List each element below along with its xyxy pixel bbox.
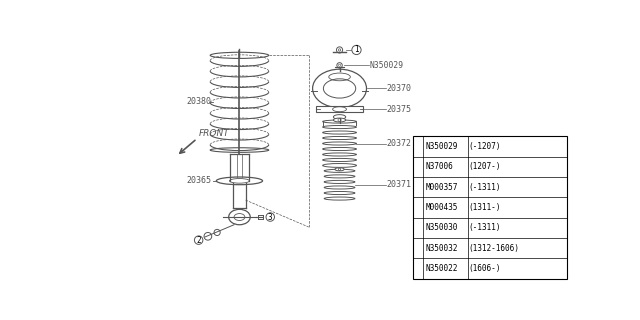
Text: (1312-1606): (1312-1606): [468, 244, 519, 252]
Circle shape: [266, 213, 275, 221]
Text: N350029: N350029: [426, 142, 458, 151]
Ellipse shape: [323, 125, 356, 129]
Ellipse shape: [323, 131, 356, 134]
Circle shape: [337, 63, 342, 68]
Ellipse shape: [228, 209, 250, 225]
Ellipse shape: [333, 115, 346, 119]
Circle shape: [414, 244, 422, 252]
Ellipse shape: [324, 186, 355, 189]
Ellipse shape: [312, 69, 367, 108]
Text: (-1311): (-1311): [468, 183, 500, 192]
Text: A211001157: A211001157: [522, 272, 568, 281]
Ellipse shape: [333, 118, 346, 122]
Text: 20380: 20380: [186, 97, 211, 106]
Circle shape: [195, 236, 203, 244]
Circle shape: [204, 232, 212, 240]
Ellipse shape: [324, 180, 355, 183]
Text: 1: 1: [416, 143, 420, 149]
Circle shape: [414, 142, 422, 150]
Text: (-1311): (-1311): [468, 223, 500, 232]
Ellipse shape: [323, 142, 356, 145]
Ellipse shape: [323, 136, 356, 140]
Text: FRONT: FRONT: [198, 129, 229, 138]
Text: 3: 3: [416, 245, 420, 251]
Text: N350030: N350030: [426, 223, 458, 232]
Text: (1207-): (1207-): [468, 162, 500, 171]
Bar: [316, 106, 363, 112]
Circle shape: [414, 183, 422, 191]
Text: 20365: 20365: [186, 176, 211, 185]
Text: 3: 3: [268, 212, 273, 221]
Ellipse shape: [324, 197, 355, 200]
Ellipse shape: [324, 169, 355, 172]
Ellipse shape: [323, 164, 356, 167]
Ellipse shape: [323, 120, 356, 123]
Text: (1311-): (1311-): [468, 203, 500, 212]
Text: 1: 1: [354, 45, 359, 54]
Text: 20370: 20370: [387, 84, 412, 93]
Text: (1606-): (1606-): [468, 264, 500, 273]
Ellipse shape: [323, 158, 356, 162]
Circle shape: [337, 47, 342, 53]
Ellipse shape: [335, 168, 344, 171]
Text: 2: 2: [196, 236, 201, 244]
Text: N350029: N350029: [369, 61, 404, 70]
Ellipse shape: [324, 191, 355, 195]
Bar: [413, 136, 566, 279]
Text: N37006: N37006: [426, 162, 454, 171]
Text: N350032: N350032: [426, 244, 458, 252]
Ellipse shape: [323, 148, 356, 150]
Ellipse shape: [323, 153, 356, 156]
Text: N350022: N350022: [426, 264, 458, 273]
Ellipse shape: [216, 177, 262, 185]
Circle shape: [352, 45, 361, 55]
Text: 20372: 20372: [387, 139, 412, 148]
Text: M000357: M000357: [426, 183, 458, 192]
Text: 20371: 20371: [387, 180, 412, 189]
Circle shape: [214, 229, 220, 236]
Ellipse shape: [324, 175, 355, 178]
Text: (-1207): (-1207): [468, 142, 500, 151]
Text: 2: 2: [416, 184, 420, 190]
Text: M000435: M000435: [426, 203, 458, 212]
Text: 20375: 20375: [387, 105, 412, 114]
